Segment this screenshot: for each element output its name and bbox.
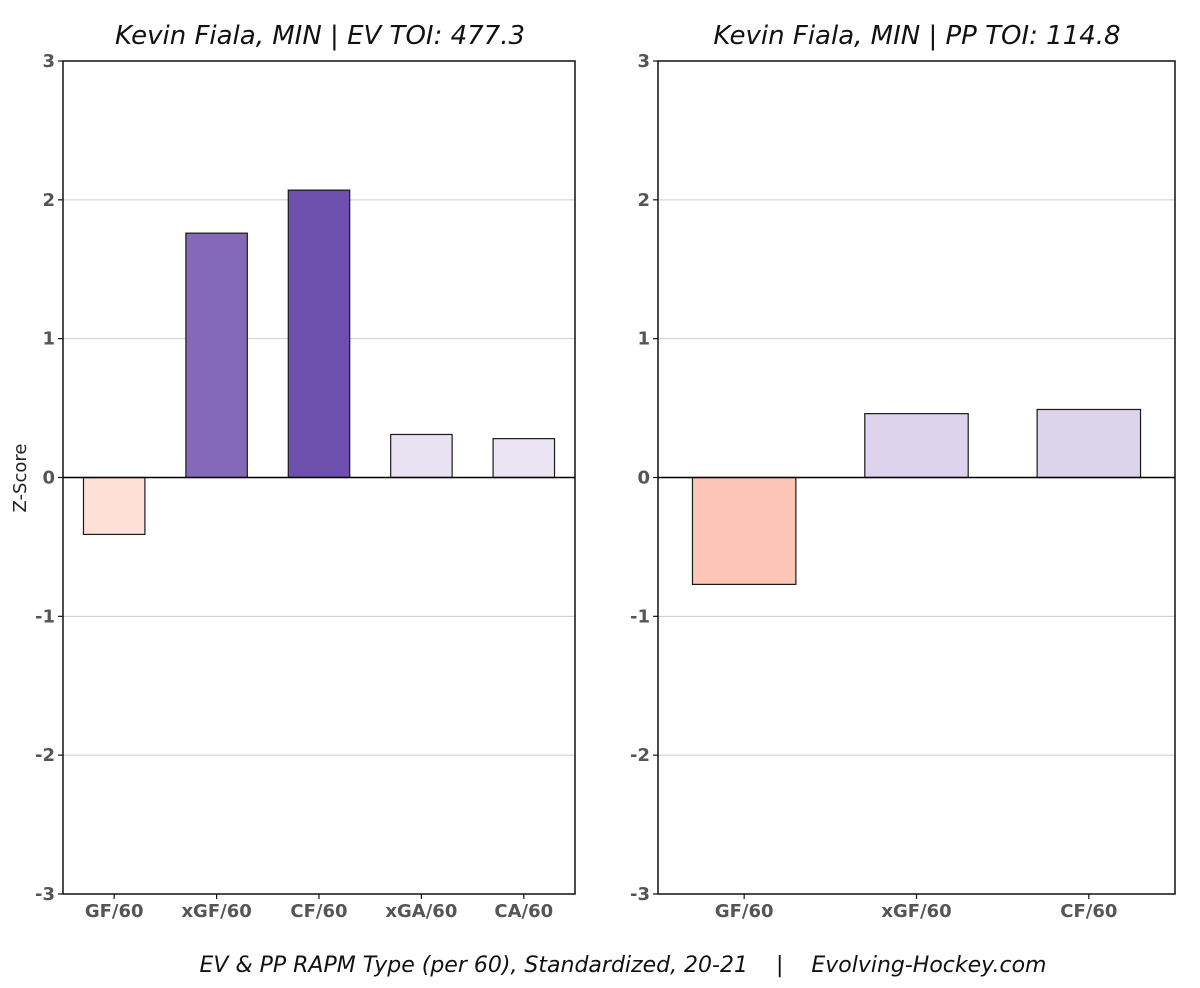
pp-x-tick-label: CF/60 [1060,901,1117,922]
ev-bar-cf-60 [287,189,351,479]
ev-y-tick-label: -2 [35,745,55,766]
pp-bar-cf-60 [1036,408,1142,479]
ev-x-tick-label: xGF/60 [181,901,251,922]
ev-bar-xga-60 [390,433,453,479]
pp-x-tick-label: xGF/60 [881,901,951,922]
ev-bar-gf-60 [82,476,146,536]
ev-y-tick-label: -1 [35,606,55,627]
ev-x-tick-label: xGA/60 [385,901,457,922]
ev-x-tick-label: CF/60 [290,901,347,922]
figure-caption: EV & PP RAPM Type (per 60), Standardized… [200,953,1047,978]
ev-y-tick-label: 1 [42,329,55,350]
pp-y-tick-label: -1 [630,606,650,627]
pp-y-tick-label: 2 [637,190,650,211]
pp-y-tick-label: -2 [630,745,650,766]
pp-rapm-panel: Kevin Fiala, MIN | PP TOI: 114.8 3 2 1 0 -1 -… [630,21,1176,922]
ev-rapm-panel: Kevin Fiala, MIN | EV TOI: 477.3 Z-Score… [10,21,576,922]
ev-bar-ca-60 [492,438,556,479]
pp-x-tick-label: GF/60 [715,901,774,922]
ev-x-tick-label: GF/60 [85,901,144,922]
ev-y-tick-label: -3 [35,884,55,905]
pp-bar-gf-60 [691,476,797,586]
pp-bar-xgf-60 [864,413,969,479]
ev-x-tick-label: CA/60 [494,901,553,922]
y-axis-label: Z-Score [10,444,31,513]
pp-y-tick-label: -3 [630,884,650,905]
pp-y-tick-label: 0 [637,468,650,489]
ev-bar-xgf-60 [185,232,248,479]
ev-y-tick-label: 0 [42,468,55,489]
pp-y-tick-label: 1 [637,329,650,350]
pp-panel-title: Kevin Fiala, MIN | PP TOI: 114.8 [713,21,1120,51]
ev-y-tick-label: 2 [42,190,55,211]
ev-y-tick-label: 3 [42,51,55,72]
pp-y-tick-label: 3 [637,51,650,72]
ev-panel-title: Kevin Fiala, MIN | EV TOI: 477.3 [115,21,525,51]
